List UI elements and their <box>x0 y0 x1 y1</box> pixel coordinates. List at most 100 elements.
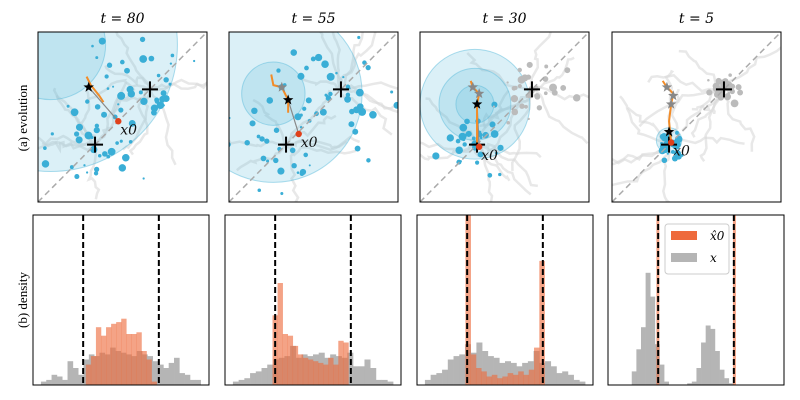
sample-dot <box>369 111 377 119</box>
x0-point <box>115 118 122 125</box>
x0-label: x0 <box>301 135 318 151</box>
panel-frame <box>416 214 594 386</box>
legend-swatch <box>671 231 697 240</box>
sample-dot <box>251 107 258 115</box>
sample-dot <box>370 112 373 115</box>
scatter-panel: x0 t = 30 <box>419 11 590 203</box>
sample-dot <box>506 120 510 125</box>
previous-x0-hat-star-icon <box>661 81 673 92</box>
row-label-density: (b) density <box>15 272 30 328</box>
histogram-bar-x <box>631 371 637 385</box>
histogram-bar-x <box>650 296 656 385</box>
histogram-bar-x0-hat <box>292 345 299 385</box>
sample-dot <box>217 136 225 144</box>
sample-dot <box>355 88 364 97</box>
sample-dot <box>510 95 519 103</box>
sample-dot <box>94 166 100 172</box>
sample-dot <box>662 146 669 154</box>
histogram-bar-x <box>244 378 251 385</box>
histogram-bar-x <box>556 373 563 385</box>
histogram-bar-x <box>67 361 74 385</box>
histogram-bar-x <box>364 359 371 385</box>
histogram-bar-x0-hat <box>465 215 471 385</box>
background-trajectory <box>476 143 538 188</box>
sample-dot <box>573 94 581 102</box>
sample-dot <box>138 90 143 95</box>
background-trajectory <box>420 141 478 153</box>
noise-circle <box>38 32 178 172</box>
histogram-bar-x0-hat <box>528 369 535 385</box>
histogram-bar-x <box>189 379 196 385</box>
sample-dot <box>723 93 732 101</box>
x0-hat-star-icon <box>663 126 675 137</box>
sample-dot <box>50 132 54 136</box>
sample-dot <box>393 101 398 109</box>
sample-dot <box>102 151 108 157</box>
histogram-bar-x <box>387 381 394 385</box>
histogram-bar-x0-hat <box>302 357 309 385</box>
sample-dot <box>276 68 281 73</box>
histogram-bar-x <box>687 383 693 385</box>
histogram-bar-x0-hat <box>343 342 349 385</box>
histogram-bar-x <box>567 374 574 385</box>
sample-dot <box>139 36 146 43</box>
background-trajectory <box>479 89 535 128</box>
background-trajectory <box>476 143 494 202</box>
histogram-bar-x0-hat <box>85 364 92 385</box>
sample-dot <box>156 73 161 78</box>
sample-dot <box>730 99 739 108</box>
histogram-bar-x <box>152 361 159 385</box>
histogram-bar-x0-hat <box>111 323 117 385</box>
histogram-bar-x <box>705 325 711 385</box>
histogram-bar-x <box>453 356 460 385</box>
sample-dot <box>91 44 94 48</box>
sample-dot <box>95 56 99 60</box>
sample-dot <box>151 109 157 116</box>
sample-dot <box>112 85 115 88</box>
sample-dot <box>310 56 316 62</box>
histogram-bar-x0-hat <box>534 347 540 385</box>
sample-dot <box>154 97 160 103</box>
sample-dot <box>459 160 462 163</box>
sample-dot <box>150 104 159 112</box>
sample-dot <box>366 158 371 163</box>
background-trajectory <box>285 143 300 202</box>
histogram-bar-x <box>710 328 716 385</box>
scatter-panel: x0 t = 55 <box>217 11 399 203</box>
sample-dot <box>335 71 338 75</box>
histogram-bar-x <box>701 342 706 385</box>
sample-dot <box>675 130 679 135</box>
histogram-bar-x0-hat <box>470 354 477 385</box>
sample-dot <box>729 83 736 90</box>
sample-dot <box>674 138 679 143</box>
sample-dot <box>106 87 110 90</box>
histogram-bar-x <box>573 379 580 385</box>
histogram-bar-x0-hat <box>313 361 319 385</box>
sample-dot <box>473 147 476 150</box>
histogram-bar-x <box>381 379 388 385</box>
sample-dot <box>122 153 130 162</box>
sample-dot <box>119 139 123 143</box>
sample-dot <box>342 76 345 79</box>
histogram-bar-x <box>728 383 734 385</box>
sample-dot <box>494 151 498 155</box>
histogram-bar-x <box>261 368 268 385</box>
sample-dot <box>513 85 518 90</box>
sample-dot <box>160 90 167 97</box>
x0-point <box>295 130 302 138</box>
x0-link-line <box>88 86 119 122</box>
histogram-bar-x <box>163 368 169 385</box>
histogram-bar-x <box>482 351 489 385</box>
sample-dot <box>65 213 70 218</box>
histogram-bar-x0-hat <box>539 260 545 385</box>
background-trajectory <box>662 144 671 202</box>
sample-dot <box>260 155 267 162</box>
sample-dot <box>257 188 262 192</box>
plot-area: x0 <box>217 32 398 202</box>
sample-dot <box>299 113 303 117</box>
x0-point <box>667 139 675 146</box>
sample-dot <box>106 154 111 159</box>
panel-title: t = 30 <box>482 11 526 27</box>
background-trajectory <box>473 143 511 182</box>
sample-dot <box>156 101 165 110</box>
